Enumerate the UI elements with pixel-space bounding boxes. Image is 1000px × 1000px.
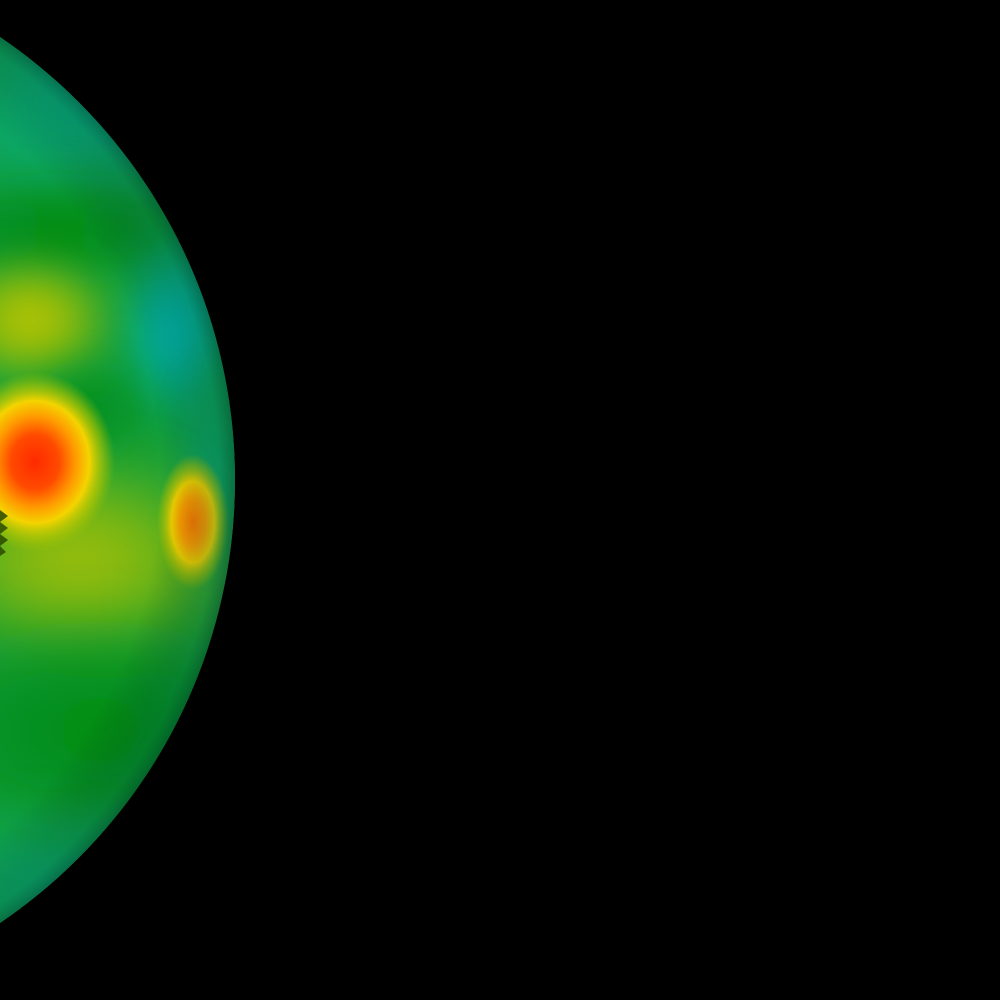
edge-artifact <box>0 510 8 556</box>
